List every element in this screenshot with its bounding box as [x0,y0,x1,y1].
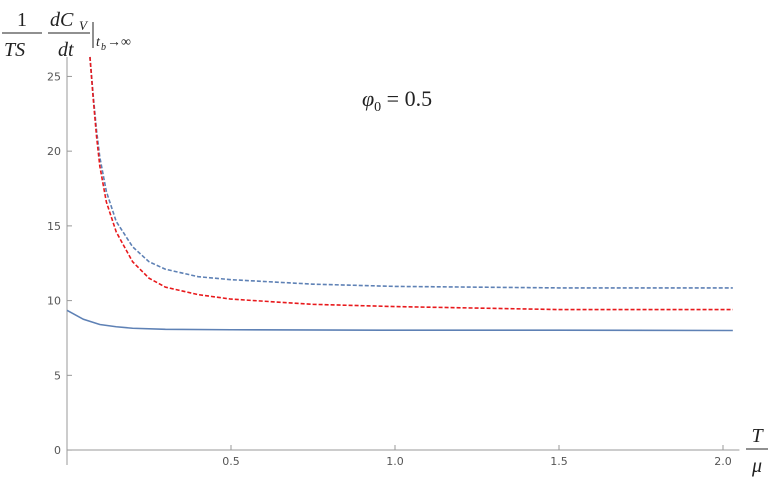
y-tick-label: 0 [54,444,61,457]
label-part: 1 [17,9,27,31]
annotation-part: = 0.5 [381,86,432,111]
x-tick-label: 1.5 [550,455,568,468]
x-tick-label: 0.5 [222,455,240,468]
curve [89,56,733,311]
label-part: t [96,35,101,50]
label-part: →∞ [107,35,131,50]
x-tick-label: 2.0 [714,455,732,468]
label-part: dt [58,39,74,61]
label-part: dC [50,9,74,31]
curve [89,56,733,289]
label-part: T [751,425,764,447]
label-part: μ [751,455,762,477]
annotation-part: 0 [374,100,381,115]
y-tick-label: 20 [47,145,61,158]
label-part: TS [4,39,25,61]
annotation-part: φ [362,86,374,111]
curve [66,309,733,332]
x-tick-label: 1.0 [386,455,404,468]
y-tick-label: 15 [47,220,61,233]
annotation: φ0 = 0.5 [362,86,432,115]
x-axis-label: T μ [746,425,768,477]
y-tick-label: 5 [54,369,61,382]
y-tick-label: 10 [47,295,61,308]
label-part: V [79,18,89,33]
y-axis-label: 1 TS dC V dt t b →∞ [2,9,131,61]
y-tick-label: 25 [47,70,61,83]
label-part: b [101,42,106,53]
